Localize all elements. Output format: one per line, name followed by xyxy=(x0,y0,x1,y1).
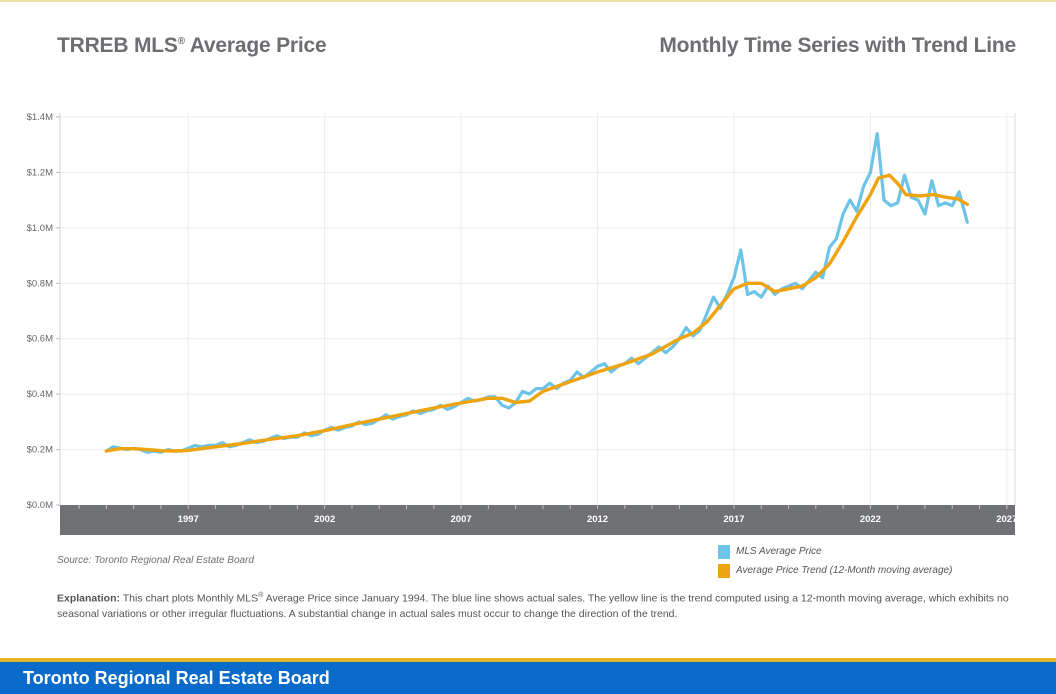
legend: MLS Average Price Average Price Trend (1… xyxy=(718,542,952,580)
y-tick-label: $1.4M xyxy=(27,112,53,123)
y-tick-label: $0.0M xyxy=(27,500,53,511)
legend-swatch-trend xyxy=(718,563,730,578)
legend-item-trend: Average Price Trend (12-Month moving ave… xyxy=(718,561,952,580)
explanation-label: Explanation: xyxy=(57,592,121,605)
registered-mark: ® xyxy=(258,592,264,599)
footer-accent-line xyxy=(0,658,1056,662)
y-tick-label: $0.2M xyxy=(27,445,53,456)
y-tick-label: $1.2M xyxy=(27,167,53,178)
footer-bar: Toronto Regional Real Estate Board xyxy=(0,662,1056,694)
title-text: TRREB MLS xyxy=(57,34,178,57)
x-tick-label: 2012 xyxy=(587,514,608,525)
chart-title: TRREB MLS® Average Price xyxy=(57,34,327,58)
chart-subtitle: Monthly Time Series with Trend Line xyxy=(659,34,1016,57)
legend-label-trend: Average Price Trend (12-Month moving ave… xyxy=(736,565,953,576)
legend-swatch-mls xyxy=(718,544,730,559)
title-text-rest: Average Price xyxy=(184,34,327,57)
trend-line xyxy=(104,173,969,453)
mls-average-price-line xyxy=(104,132,969,454)
footer-title: Toronto Regional Real Estate Board xyxy=(23,668,330,688)
explanation-text-1: This chart plots Monthly MLS xyxy=(120,592,259,605)
x-tick-label: 2017 xyxy=(723,514,744,525)
top-accent-line xyxy=(0,0,1056,2)
legend-item-mls: MLS Average Price xyxy=(718,542,952,561)
legend-label-mls: MLS Average Price xyxy=(736,546,822,557)
x-tick-label: 2002 xyxy=(314,514,335,525)
source-note: Source: Toronto Regional Real Estate Boa… xyxy=(57,555,254,566)
registered-mark: ® xyxy=(177,36,185,47)
x-axis-band xyxy=(60,505,1015,535)
explanation: Explanation: This chart plots Monthly ML… xyxy=(57,588,1027,622)
y-tick-label: $0.6M xyxy=(27,334,53,345)
x-tick-label: 1997 xyxy=(178,514,199,525)
y-tick-label: $0.8M xyxy=(27,278,53,289)
explanation-text-2: Average Price since January 1994. The bl… xyxy=(57,592,1009,620)
y-tick-label: $1.0M xyxy=(27,223,53,234)
x-tick-label: 2007 xyxy=(451,514,472,525)
y-tick-label: $0.4M xyxy=(27,389,53,400)
price-chart: $0.0M $0.2M $0.4M $0.6M $0.8M $1.0M $1.2M $1.4M… xyxy=(27,112,1017,535)
x-tick-label: 2027 xyxy=(996,514,1017,525)
x-tick-label: 2022 xyxy=(860,514,881,525)
